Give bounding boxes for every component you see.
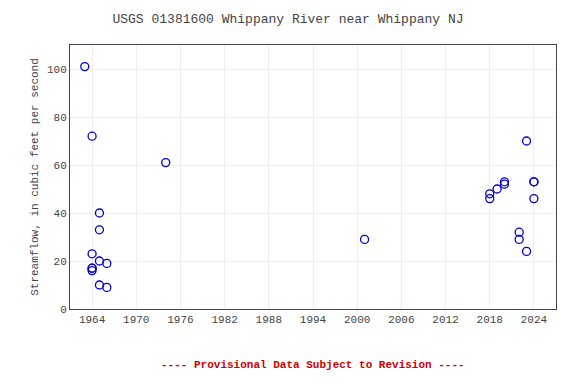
svg-text:2012: 2012 (432, 314, 458, 326)
svg-text:USGS 01381600 Whippany River n: USGS 01381600 Whippany River near Whippa… (112, 12, 463, 27)
svg-text:2006: 2006 (388, 314, 414, 326)
svg-text:1994: 1994 (300, 314, 327, 326)
svg-text:1976: 1976 (167, 314, 193, 326)
svg-text:60: 60 (54, 160, 67, 172)
svg-text:20: 20 (54, 256, 67, 268)
svg-text:0: 0 (60, 304, 67, 316)
svg-text:Streamflow, in cubic feet per: Streamflow, in cubic feet per second (29, 58, 41, 296)
svg-text:80: 80 (54, 112, 67, 124)
svg-text:1970: 1970 (123, 314, 149, 326)
svg-text:2024: 2024 (521, 314, 548, 326)
svg-text:2018: 2018 (477, 314, 503, 326)
svg-text:---- Provisional Data Subject: ---- Provisional Data Subject to Revisio… (161, 359, 465, 371)
svg-text:1982: 1982 (211, 314, 237, 326)
svg-text:100: 100 (47, 64, 67, 76)
svg-text:2000: 2000 (344, 314, 370, 326)
svg-text:1988: 1988 (256, 314, 282, 326)
svg-text:1964: 1964 (79, 314, 106, 326)
svg-text:40: 40 (54, 208, 67, 220)
